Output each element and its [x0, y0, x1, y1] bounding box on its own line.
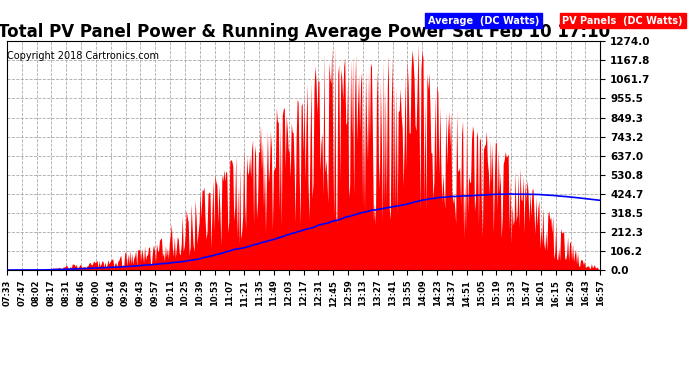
Text: Average  (DC Watts): Average (DC Watts) [428, 16, 539, 26]
Title: Total PV Panel Power & Running Average Power Sat Feb 10 17:10: Total PV Panel Power & Running Average P… [0, 23, 610, 41]
Text: Copyright 2018 Cartronics.com: Copyright 2018 Cartronics.com [7, 51, 159, 61]
Text: PV Panels  (DC Watts): PV Panels (DC Watts) [562, 16, 683, 26]
